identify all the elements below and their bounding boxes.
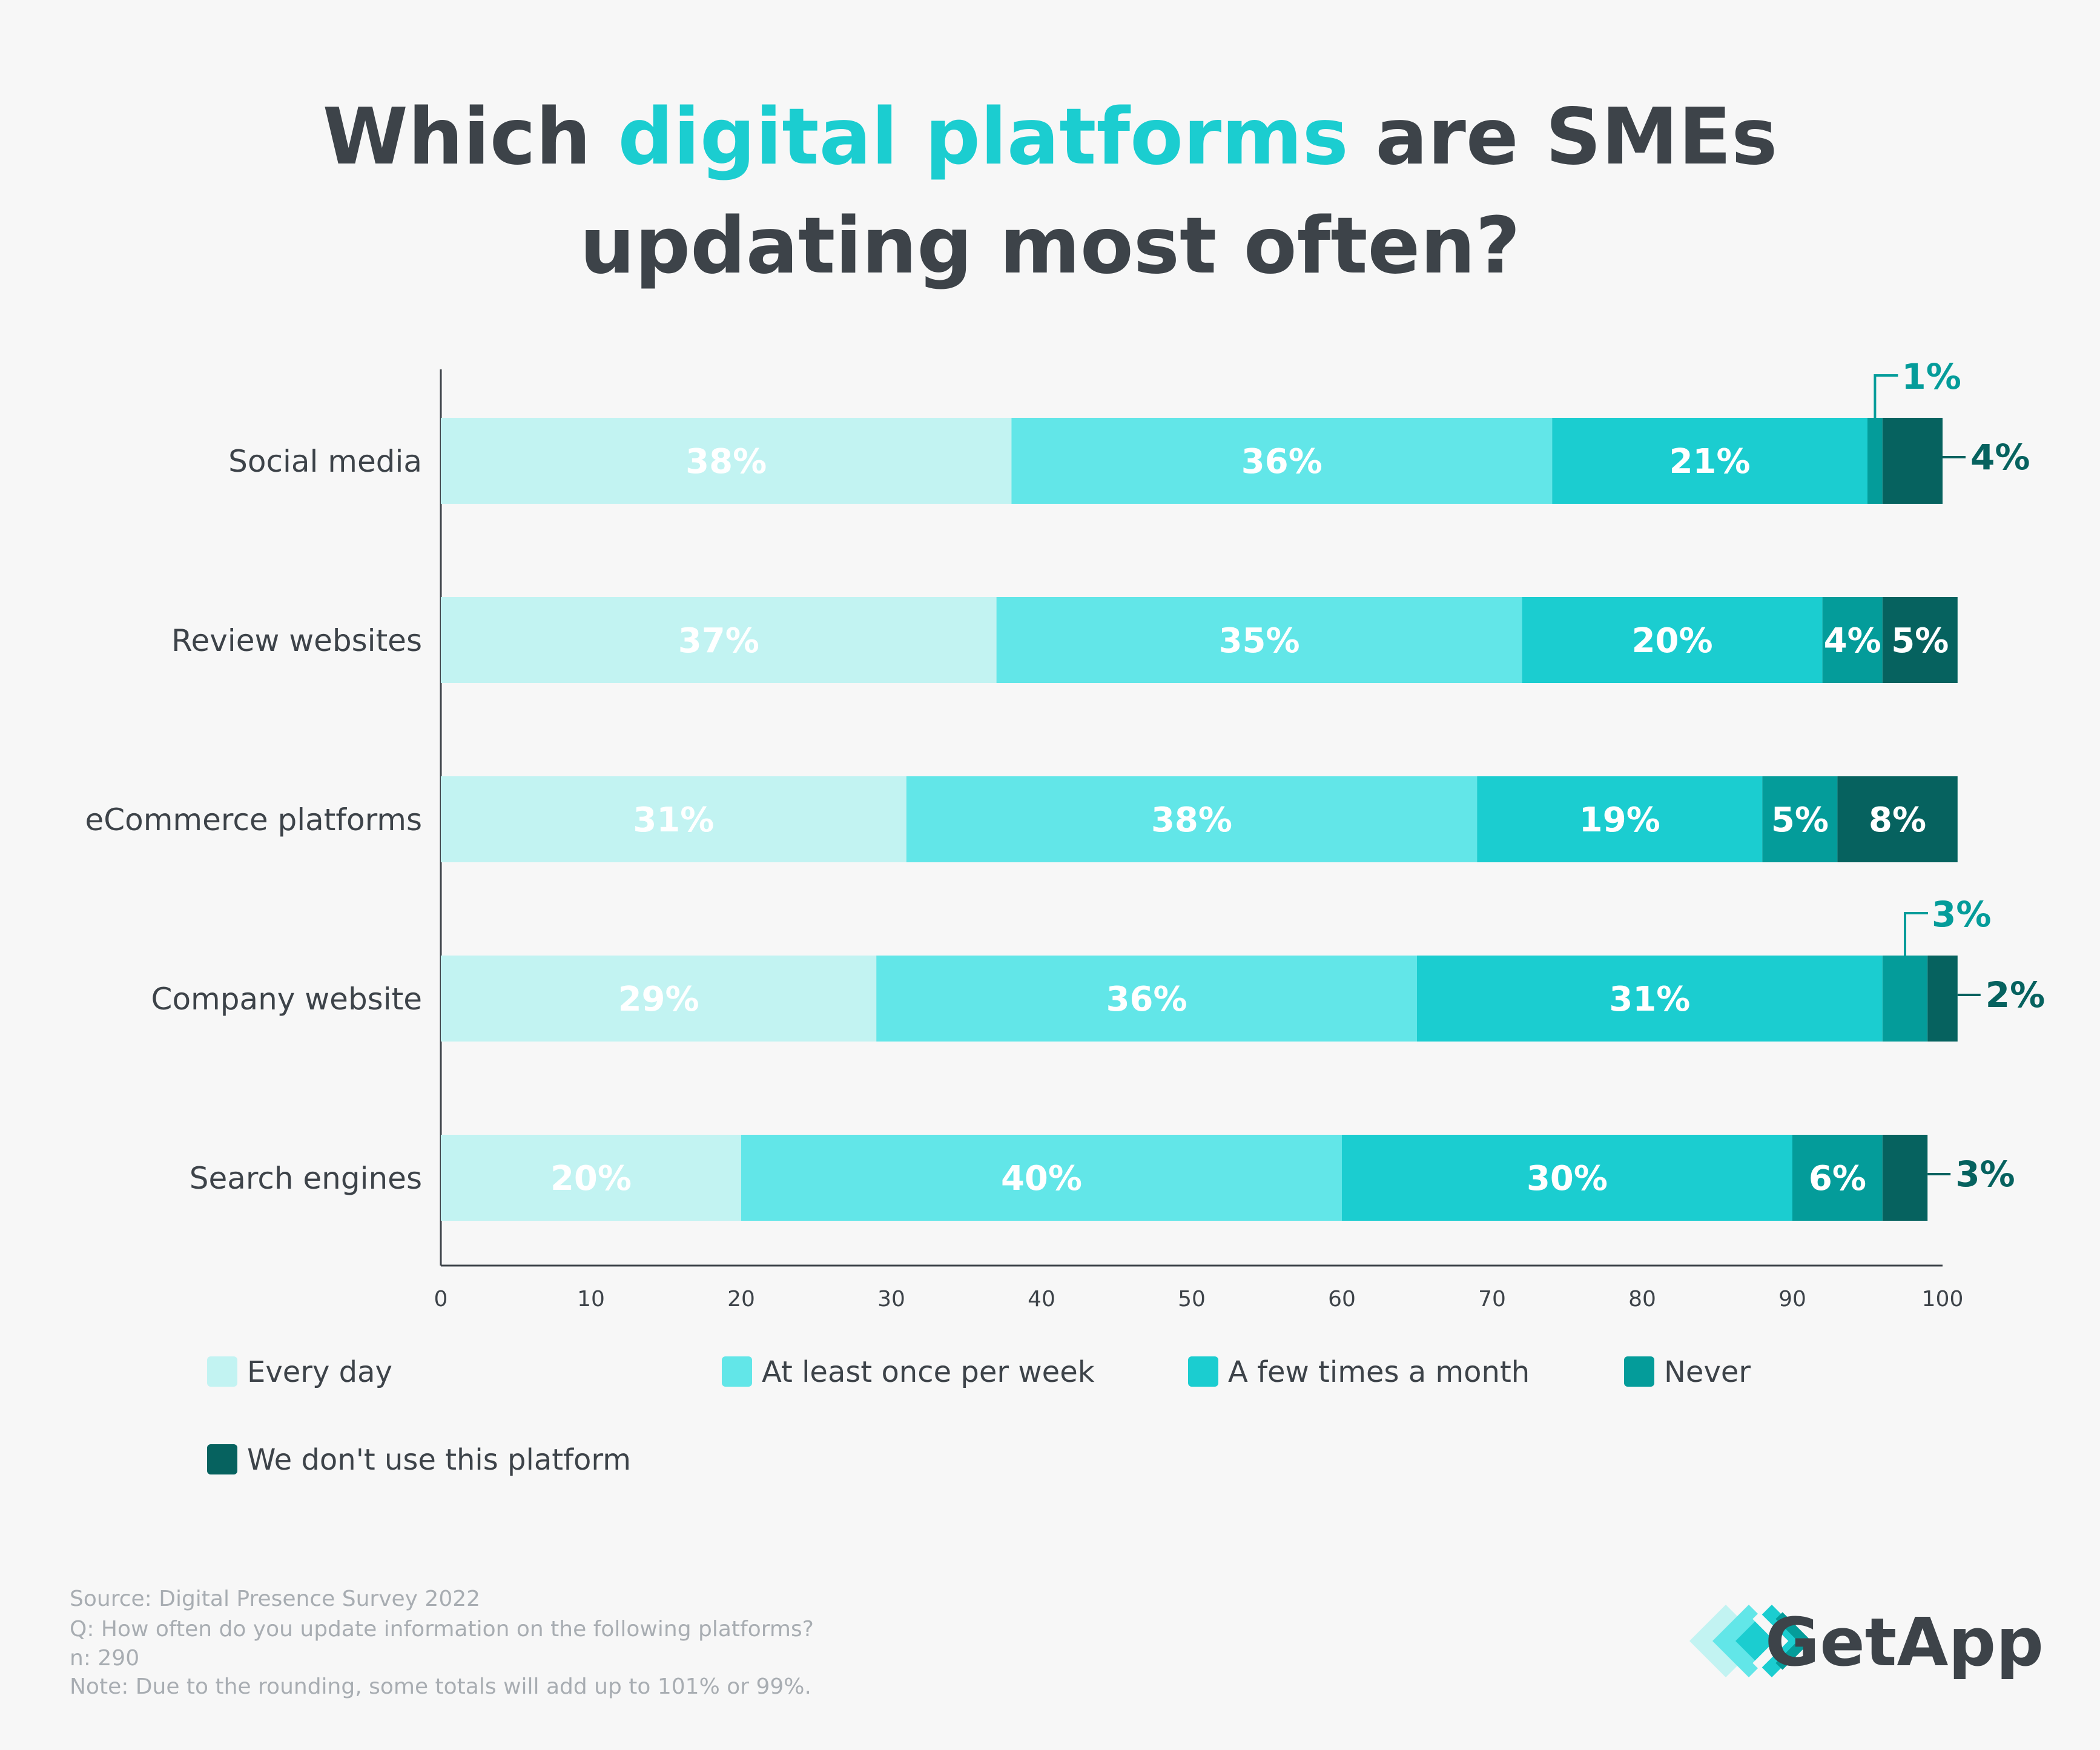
footnote-source: Source: Digital Presence Survey 2022 [70, 1587, 480, 1611]
chart-title-suffix: are SMEs [1349, 92, 1778, 182]
x-tick-label: 20 [727, 1287, 755, 1312]
legend-swatch [207, 1444, 237, 1474]
data-label: 31% [1609, 980, 1690, 1019]
bar-segment [996, 597, 1522, 683]
bar-segment [441, 1135, 741, 1221]
category-label: Search engines [190, 1161, 422, 1196]
bar-segment [1417, 956, 1883, 1042]
category-label: eCommerce platforms [85, 802, 422, 837]
data-label: 30% [1527, 1159, 1608, 1198]
data-label-callout: 4% [1970, 437, 2030, 478]
legend-label: At least once per week [762, 1355, 1095, 1389]
chart-title-prefix: Which [323, 92, 618, 182]
legend-swatch [1188, 1356, 1218, 1387]
legend-swatch [722, 1356, 752, 1387]
footnote-sample-size: n: 290 [70, 1646, 139, 1671]
x-tick-label: 100 [1922, 1287, 1964, 1312]
category-label: Social media [228, 444, 422, 479]
getapp-chevron-logo-icon [1689, 1605, 1812, 1677]
chart-title-line-2: updating most often? [579, 201, 1520, 291]
data-label: 19% [1579, 801, 1660, 840]
data-label: 8% [1869, 801, 1926, 840]
category-label: Review websites [171, 623, 422, 658]
data-label: 6% [1809, 1159, 1866, 1198]
data-label: 38% [1151, 801, 1232, 840]
legend-swatch [207, 1356, 237, 1387]
bar-segment [1342, 1135, 1792, 1221]
data-label: 31% [633, 801, 714, 840]
bar-segment [441, 776, 906, 862]
x-tick-label: 30 [877, 1287, 905, 1312]
data-label: 35% [1219, 621, 1300, 661]
bar-segment [1792, 1135, 1883, 1221]
brand-name: GetApp [1765, 1603, 2044, 1681]
category-label: Company website [151, 982, 422, 1017]
bar-segment [1867, 418, 1883, 504]
footnote-question: Q: How often do you update information o… [70, 1617, 814, 1642]
bar-segment [441, 597, 997, 683]
legend-label: Every day [247, 1355, 392, 1389]
brand-logo: GetApp [1689, 1603, 2044, 1681]
bar-segment [1822, 597, 1883, 683]
x-tick-label: 0 [434, 1287, 448, 1312]
plot-area: 0 10 20 30 40 50 60 70 80 90 100 Social media 38% 36%… [85, 356, 2045, 1312]
bar-segment [1477, 776, 1763, 862]
legend-swatch [1624, 1356, 1654, 1387]
bar-segment [1882, 597, 1958, 683]
x-tick-label: 10 [577, 1287, 605, 1312]
chart-title-accent: digital platforms [618, 92, 1348, 182]
x-tick-label: 40 [1028, 1287, 1055, 1312]
legend: Every day At least once per week A few tim… [207, 1355, 1751, 1477]
legend-label: A few times a month [1228, 1355, 1530, 1389]
bar-segment [1882, 1135, 1928, 1221]
data-label: 4% [1824, 621, 1881, 661]
bar-segment [1762, 776, 1838, 862]
bar-segment [441, 956, 877, 1042]
data-label: 40% [1001, 1159, 1082, 1198]
bar-segment [1837, 776, 1958, 862]
data-label: 5% [1771, 801, 1829, 840]
callout-leader [1904, 912, 1928, 956]
data-label-callout: 1% [1901, 356, 1961, 397]
bar-segment [1011, 418, 1553, 504]
data-label-callout: 3% [1932, 894, 1991, 935]
data-label: 37% [678, 621, 759, 661]
bar-segment [1927, 956, 1958, 1042]
x-tick-label: 50 [1178, 1287, 1206, 1312]
bar-segment [906, 776, 1478, 862]
legend-label: Never [1664, 1355, 1751, 1389]
bar-segment [1552, 418, 1867, 504]
data-label: 38% [685, 442, 767, 481]
data-label: 20% [550, 1159, 632, 1198]
bar-segment [1882, 956, 1928, 1042]
bar-segment [1522, 597, 1823, 683]
data-label: 36% [1106, 980, 1187, 1019]
bar-segment [441, 418, 1012, 504]
data-label: 36% [1241, 442, 1322, 481]
footnote-note: Note: Due to the rounding, some totals w… [70, 1674, 811, 1699]
footnotes: Source: Digital Presence Survey 2022 Q: … [70, 1587, 814, 1699]
bar-segment [876, 956, 1417, 1042]
data-label: 29% [618, 980, 699, 1019]
data-label: 21% [1669, 442, 1751, 481]
x-tick-label: 90 [1778, 1287, 1806, 1312]
x-tick-label: 80 [1628, 1287, 1656, 1312]
bar-segment [1882, 418, 1943, 504]
x-tick-label: 70 [1478, 1287, 1506, 1312]
data-label-callout: 3% [1955, 1154, 2015, 1195]
callout-leader [1874, 374, 1898, 418]
bar-segment [741, 1135, 1342, 1221]
x-tick-label: 60 [1328, 1287, 1356, 1312]
chart-title-line-1: Which digital platforms are SMEs [323, 92, 1778, 182]
legend-label: We don't use this platform [247, 1443, 631, 1477]
data-label: 20% [1632, 621, 1713, 661]
data-label: 5% [1891, 621, 1949, 661]
data-label-callout: 2% [1986, 974, 2045, 1015]
